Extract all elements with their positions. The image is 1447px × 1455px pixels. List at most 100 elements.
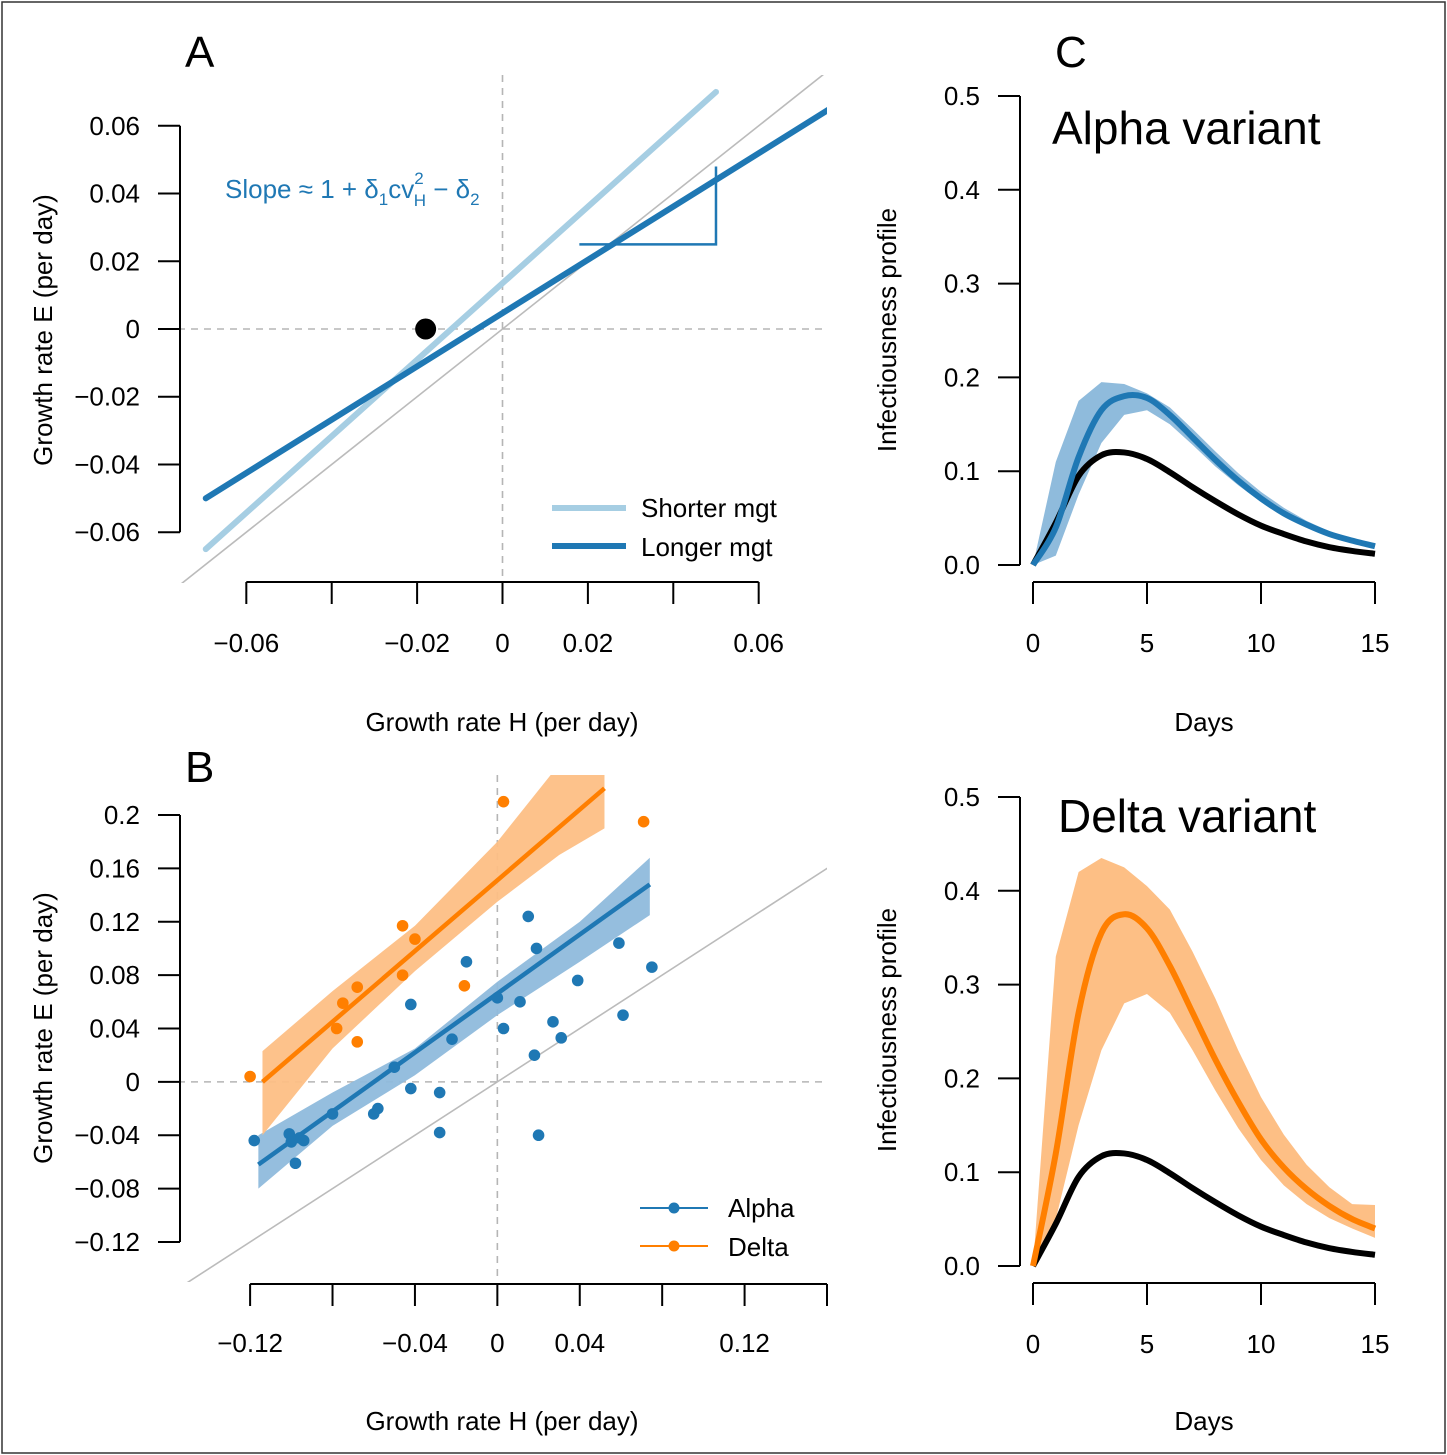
y-tick-label: 0.08 — [89, 960, 140, 990]
data-point-delta — [458, 980, 471, 992]
y-tick-label: 0.12 — [89, 907, 140, 937]
panel-c-top-axes: 0 5 10 15 0.5 0.4 0.3 0.2 0.1 0.0 — [944, 81, 1390, 658]
panel-b-x-axis-title: Growth rate H (per day) — [365, 1406, 638, 1436]
series-line-shorter-mgt — [202, 88, 719, 553]
data-point-alpha — [497, 1022, 510, 1035]
panel-a: −0.06 −0.02 0 0.02 0.06 0.06 0.04 0.02 0 −0.02 −0.… — [28, 28, 827, 737]
x-tick-label: −0.12 — [217, 1328, 283, 1358]
profile-curve-delta — [1030, 911, 1377, 1267]
panel-b-legend: Alpha Delta — [640, 1193, 795, 1262]
series-line-longer-mgt — [202, 107, 827, 502]
panel-b: −0.12 −0.04 0 0.04 0.12 0.2 0.16 0.12 0.08 0.04 0 −… — [28, 743, 828, 1436]
data-point-alpha — [530, 942, 543, 955]
panel-a-plot-area — [178, 75, 827, 583]
intercept-point — [415, 318, 437, 340]
data-point-alpha — [555, 1032, 568, 1044]
slope-prefix: Slope ≈ 1 + δ — [225, 174, 379, 204]
panel-c-top-x-axis-title: Days — [1174, 707, 1233, 737]
x-tick-label: −0.02 — [384, 628, 450, 658]
y-tick-label: −0.12 — [74, 1227, 140, 1257]
panel-c-bottom-y-axis-title: Infectiousness profile — [872, 908, 902, 1152]
panel-a-y-axis-title: Growth rate E (per day) — [28, 194, 58, 466]
data-point-delta — [337, 997, 349, 1009]
y-tick-label: −0.04 — [74, 449, 140, 479]
data-point-alpha — [613, 937, 625, 949]
panel-c-letter: C — [1055, 28, 1087, 77]
data-point-alpha — [248, 1134, 261, 1147]
baseline-curve — [1030, 1150, 1376, 1268]
legend-label-longer-mgt: Longer mgt — [641, 532, 773, 562]
y-tick-label: 0 — [126, 1067, 140, 1097]
panel-c-bottom-axes: 0 5 10 15 0.5 0.4 0.3 0.2 0.1 0.0 — [944, 782, 1390, 1359]
panel-a-slope-annotation: Slope ≈ 1 + δ1cv2 H − δ2 — [225, 169, 480, 210]
data-point-delta — [351, 1036, 364, 1048]
legend-label-alpha: Alpha — [728, 1193, 795, 1223]
panel-c-bottom-x-axis-title: Days — [1174, 1406, 1233, 1436]
data-point-alpha — [522, 910, 535, 923]
y-tick-label: 0.5 — [944, 81, 980, 111]
y-tick-label: 0.0 — [944, 550, 980, 580]
legend-point-delta — [668, 1240, 680, 1252]
data-point-alpha — [547, 1016, 559, 1028]
y-tick-label: 0.02 — [89, 246, 140, 276]
panel-b-plot-area — [178, 775, 827, 1282]
data-point-alpha — [571, 974, 584, 987]
x-tick-label: 0 — [1026, 628, 1040, 658]
slope-sub-2: 2 — [470, 190, 479, 209]
profile-curve-alpha — [1030, 392, 1376, 567]
x-tick-label: 0.02 — [563, 628, 614, 658]
data-point-delta — [396, 969, 409, 981]
y-tick-label: 0.2 — [944, 1063, 980, 1093]
data-point-alpha — [388, 1061, 401, 1073]
panel-b-letter: B — [185, 743, 214, 792]
legend-point-alpha — [668, 1202, 680, 1214]
slope-sub-1: 1 — [379, 190, 388, 209]
ci-band-delta — [262, 775, 605, 1136]
y-tick-label: 0.5 — [944, 782, 980, 812]
slope-sup-2: 2 — [414, 169, 423, 188]
panel-c-bottom-title: Delta variant — [1058, 790, 1316, 842]
data-point-alpha — [617, 1009, 629, 1021]
x-tick-label: 0.06 — [733, 628, 784, 658]
panel-c-bottom-plot-area — [1030, 857, 1377, 1268]
legend-label-delta: Delta — [728, 1232, 789, 1262]
y-tick-label: 0.2 — [944, 362, 980, 392]
y-tick-label: 0.16 — [89, 853, 140, 883]
y-tick-label: 0 — [126, 314, 140, 344]
y-tick-label: 0.1 — [944, 1157, 980, 1187]
x-tick-label: 15 — [1361, 1329, 1390, 1359]
ci-band-delta — [1033, 857, 1375, 1266]
slope-sub-h: H — [414, 191, 426, 210]
data-point-alpha — [460, 955, 473, 968]
y-tick-label: 0.2 — [104, 800, 140, 830]
y-tick-label: −0.04 — [74, 1120, 140, 1150]
data-point-delta — [351, 981, 364, 993]
legend-label-shorter-mgt: Shorter mgt — [641, 493, 778, 523]
panel-a-legend: Shorter mgt Longer mgt — [552, 493, 778, 562]
data-point-delta — [409, 933, 421, 945]
data-point-delta — [244, 1070, 256, 1083]
panel-a-axes: −0.06 −0.02 0 0.02 0.06 0.06 0.04 0.02 0 −0.02 −0.… — [74, 111, 784, 658]
data-point-alpha — [326, 1108, 339, 1120]
panel-c-top-plot-area — [1030, 382, 1376, 567]
x-tick-label: 0 — [495, 628, 509, 658]
y-tick-label: 0.0 — [944, 1251, 980, 1281]
panel-a-letter: A — [185, 28, 215, 77]
panel-a-x-axis-title: Growth rate H (per day) — [365, 707, 638, 737]
y-tick-label: 0.06 — [89, 111, 140, 141]
data-point-alpha — [433, 1086, 446, 1099]
data-point-alpha — [491, 992, 504, 1004]
data-point-alpha — [433, 1126, 446, 1139]
panel-c-top-title: Alpha variant — [1052, 102, 1321, 154]
identity-line — [186, 867, 827, 1282]
data-point-alpha — [289, 1157, 302, 1170]
panel-b-axes: −0.12 −0.04 0 0.04 0.12 0.2 0.16 0.12 0.08 0.04 0 −… — [74, 800, 828, 1358]
fit-line-delta — [261, 786, 606, 1084]
slope-cv: cv — [388, 174, 414, 204]
data-point-alpha — [297, 1134, 310, 1147]
x-tick-label: −0.04 — [382, 1328, 448, 1358]
x-tick-label: 0 — [1026, 1329, 1040, 1359]
panel-c-top: 0 5 10 15 0.5 0.4 0.3 0.2 0.1 0.0 C Alpha variant… — [872, 28, 1389, 737]
data-point-alpha — [446, 1033, 458, 1045]
